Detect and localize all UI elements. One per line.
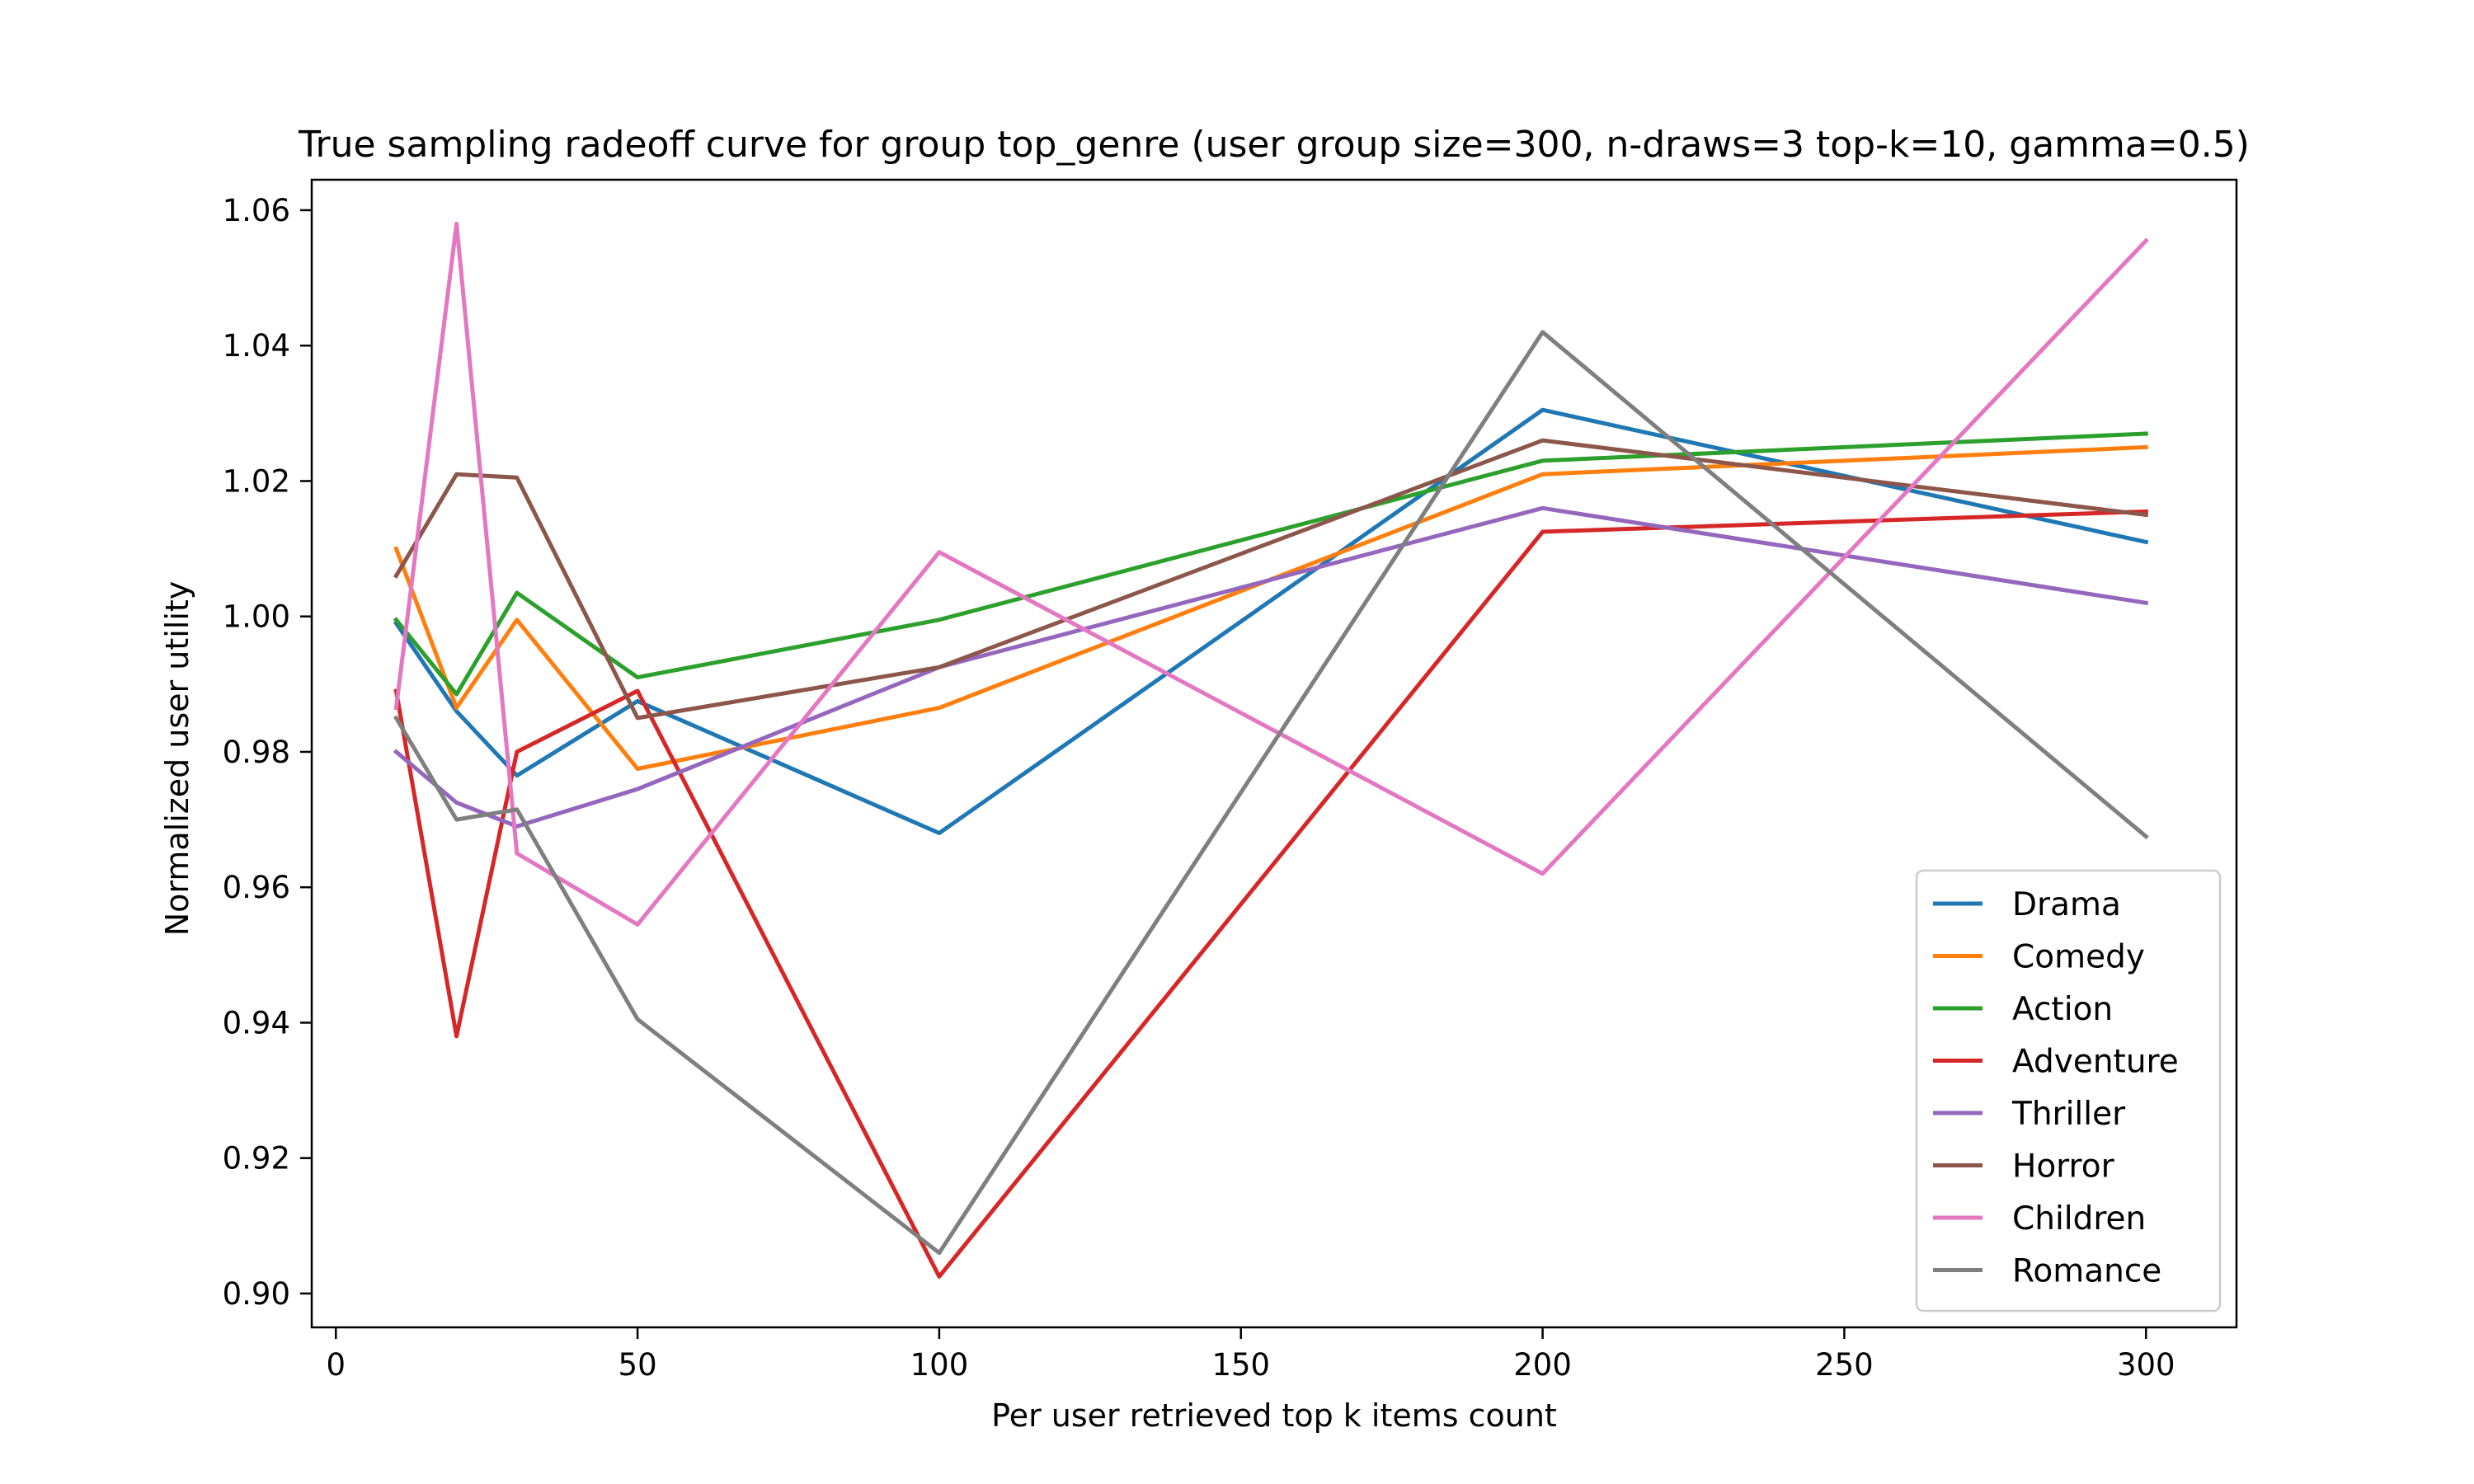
- y-axis-label: Normalized user utility: [159, 581, 195, 937]
- legend-label-horror: Horror: [2012, 1148, 2115, 1186]
- legend-label-romance: Romance: [2012, 1253, 2161, 1290]
- y-tick-label: 0.98: [223, 735, 290, 770]
- x-axis-label: Per user retrieved top k items count: [991, 1397, 1557, 1434]
- legend-label-adventure: Adventure: [2012, 1044, 2179, 1081]
- x-tick-label: 250: [1815, 1347, 1874, 1383]
- series-line-drama: [393, 407, 2149, 835]
- series-line-horror: [393, 438, 2149, 721]
- y-tick-label: 0.90: [223, 1276, 290, 1312]
- legend: Drama Comedy Action Adventure Thriller Horror…: [1915, 869, 2222, 1313]
- plot-frame: [310, 178, 2238, 1329]
- y-tick-label: 0.96: [223, 870, 290, 905]
- x-tick-label: 200: [1513, 1347, 1572, 1383]
- y-tick-label: 1.00: [223, 599, 290, 635]
- series-line-action: [393, 431, 2148, 697]
- x-tick-label: 0: [326, 1347, 346, 1383]
- y-tick-label: 0.92: [223, 1141, 290, 1176]
- legend-box: [1915, 869, 2222, 1313]
- plot-area: [393, 221, 2149, 1279]
- y-tick-label: 1.06: [223, 193, 290, 228]
- y-tick-label: 1.04: [223, 328, 290, 364]
- x-tick-label: 100: [910, 1347, 969, 1383]
- series-line-comedy: [393, 444, 2148, 771]
- y-axis: 0.90 0.92 0.94 0.96 0.98 1.00 1.02 1.04 1.06: [223, 193, 312, 1312]
- legend-label-action: Action: [2012, 991, 2113, 1028]
- x-tick-label: 300: [2117, 1347, 2175, 1383]
- legend-label-comedy: Comedy: [2012, 939, 2145, 976]
- legend-label-thriller: Thriller: [2011, 1096, 2126, 1133]
- series-line-thriller: [393, 505, 2149, 829]
- x-tick-label: 50: [618, 1347, 657, 1383]
- series-line-romance: [393, 330, 2149, 1256]
- y-tick-label: 1.02: [223, 463, 290, 499]
- x-tick-label: 150: [1211, 1347, 1270, 1383]
- x-axis: 0 50 100 150 200 250 300: [326, 1327, 2175, 1383]
- series-line-adventure: [393, 509, 2148, 1279]
- legend-label-drama: Drama: [2012, 886, 2121, 923]
- legend-label-children: Children: [2012, 1200, 2146, 1237]
- series-line-children: [393, 221, 2149, 927]
- y-tick-label: 0.94: [223, 1005, 290, 1040]
- chart-title: True sampling radeoff curve for group to…: [298, 124, 2250, 166]
